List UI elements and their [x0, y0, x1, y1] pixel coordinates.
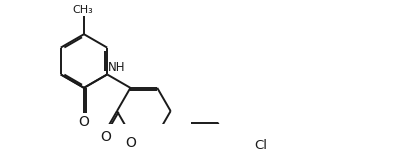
Text: O: O — [79, 115, 89, 129]
Text: O: O — [101, 130, 111, 144]
Text: CH₃: CH₃ — [73, 5, 94, 15]
Text: NH: NH — [108, 61, 126, 74]
Text: O: O — [125, 136, 136, 150]
Text: Cl: Cl — [255, 139, 267, 152]
